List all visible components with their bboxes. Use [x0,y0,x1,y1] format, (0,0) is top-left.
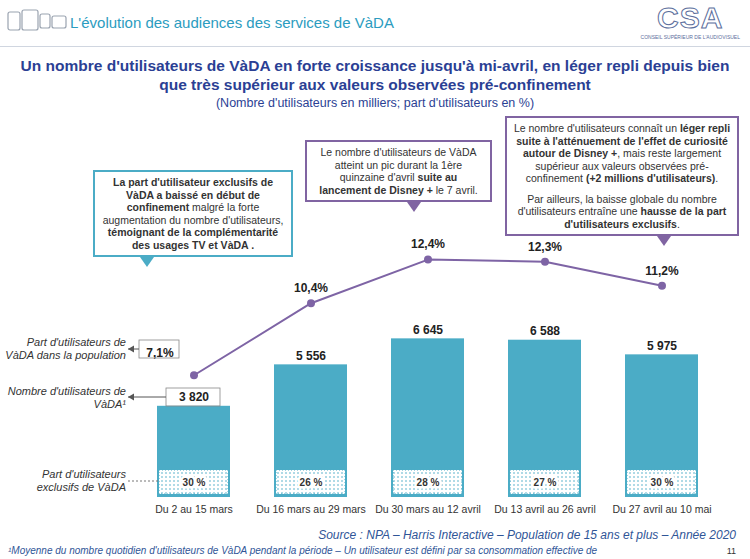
svg-text:Du 16 mars au 29 mars: Du 16 mars au 29 mars [256,503,366,515]
svg-text:28 %: 28 % [417,477,440,488]
svg-text:10,4%: 10,4% [294,281,328,295]
svg-text:5 975: 5 975 [647,339,677,353]
svg-text:3 820: 3 820 [179,390,209,404]
svg-text:26 %: 26 % [300,477,323,488]
svg-text:27 %: 27 % [534,477,557,488]
html-text:témoignant de la complémentari: témoignant de la complémentarité des usa… [107,226,279,251]
html-text:Part d'utilisateurs de VàDA da: Part d'utilisateurs de VàDA dans la popu… [5,336,126,361]
html-text:CSA: CSA [657,1,724,34]
html-text:La part d'utilisateur exclusif: La part d'utilisateur exclusifs de VàDA … [102,176,284,226]
html-text:Le nombre d'utilisateurs de Và: Le nombre d'utilisateurs de VàDA atteint… [319,146,478,196]
svg-text:12,3%: 12,3% [528,240,562,254]
svg-text:12,4%: 12,4% [411,237,445,251]
html-text:Un nombre d'utilisateurs de Và: Un nombre d'utilisateurs de VàDA en fort… [20,57,730,93]
svg-text:Du 13 avril au 26 avril: Du 13 avril au 26 avril [494,503,596,515]
svg-text:30 %: 30 % [651,477,674,488]
svg-text:11,2%: 11,2% [645,264,679,278]
html-text:Part d'utilisateurs exclusifs: Part d'utilisateurs exclusifs de VàDA [36,468,126,493]
html-text:L'évolution des audiences des: L'évolution des audiences des services d… [70,14,394,31]
svg-text:Du 2 au 15 mars: Du 2 au 15 mars [155,503,233,515]
html-text:¹Moyenne du nombre quotidien d: ¹Moyenne du nombre quotidien d'utilisate… [8,545,598,556]
html-text:Source : NPA – Harris Interact: Source : NPA – Harris Interactive – Popu… [318,528,736,542]
html-text:(Nombre d'utilisateurs en mill: (Nombre d'utilisateurs en milliers; part… [216,96,534,110]
svg-text:Du 27 avril au 10 mai: Du 27 avril au 10 mai [612,503,711,515]
svg-text:Du 30 mars au 12 avril: Du 30 mars au 12 avril [375,503,481,515]
html-text:Le nombre d'utilisateurs conna: Le nombre d'utilisateurs connaît un lége… [513,122,731,184]
svg-text:6 645: 6 645 [413,323,443,337]
html-text:Nombre d'utilisateurs de VàDA¹: Nombre d'utilisateurs de VàDA¹ [7,385,126,410]
svg-text:5 556: 5 556 [296,349,326,363]
html-text:CONSEIL SUPÉRIEUR DE L'AUDIOVI: CONSEIL SUPÉRIEUR DE L'AUDIOVISUEL [640,34,740,40]
svg-text:6 588: 6 588 [530,324,560,338]
html-text:Par ailleurs, la baisse global: Par ailleurs, la baisse globale du nombr… [517,192,727,230]
svg-text:30 %: 30 % [183,477,206,488]
html-text:11: 11 [726,546,736,556]
svg-text:7,1%: 7,1% [146,346,174,360]
